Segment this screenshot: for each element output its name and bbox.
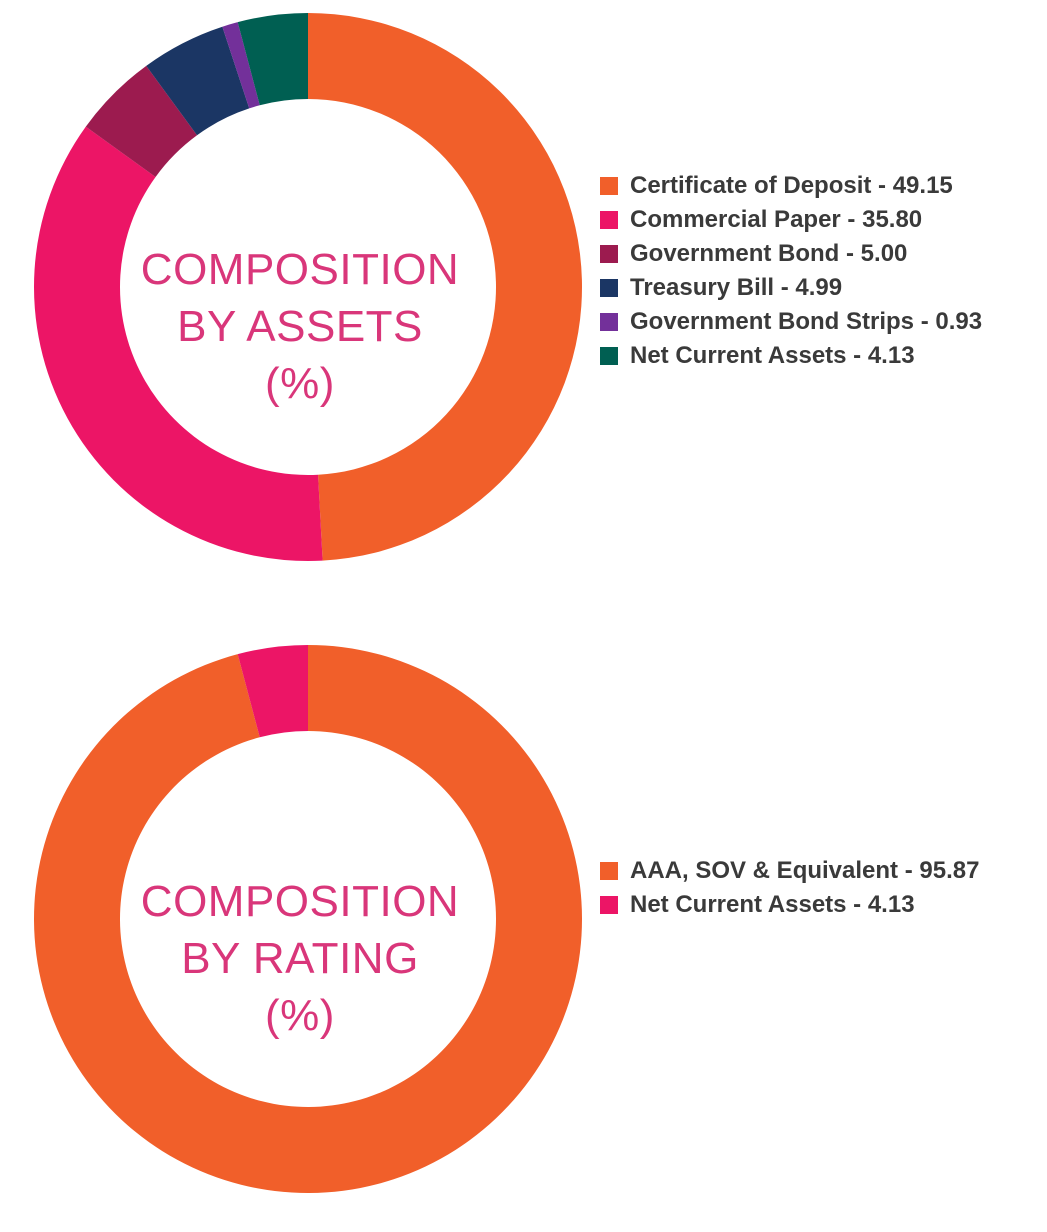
legend-label: AAA, SOV & Equivalent - 95.87 xyxy=(630,857,980,884)
legend-swatch xyxy=(600,896,618,914)
legend-swatch xyxy=(600,211,618,229)
rating-donut-chart xyxy=(33,645,582,1193)
legend-item-commercial-paper: Commercial Paper - 35.80 xyxy=(600,203,982,237)
assets-center-title-line: BY ASSETS xyxy=(177,302,423,351)
slice-net-current-assets xyxy=(237,13,308,106)
legend-label: Net Current Assets - 4.13 xyxy=(630,891,915,918)
rating-center-title-line: COMPOSITION xyxy=(140,877,460,926)
legend-label: Treasury Bill - 4.99 xyxy=(630,274,843,301)
legend-swatch xyxy=(600,862,618,880)
rating-center-title-line: (%) xyxy=(265,991,335,1040)
rating-center-title: COMPOSITION BY RATING (%) xyxy=(100,873,500,1044)
assets-donut-chart xyxy=(33,13,582,561)
legend-swatch xyxy=(600,279,618,297)
slice-treasury-bill xyxy=(146,26,250,136)
legend-swatch xyxy=(600,313,618,331)
assets-center-title: COMPOSITION BY ASSETS (%) xyxy=(100,241,500,412)
composition-by-assets-chart: COMPOSITION BY ASSETS (%) Certificate of… xyxy=(0,0,1047,600)
legend-item-certificate-of-deposit: Certificate of Deposit - 49.15 xyxy=(600,169,982,203)
composition-by-rating-chart: COMPOSITION BY RATING (%) AAA, SOV & Equ… xyxy=(0,600,1047,1200)
legend-item-government-bond: Government Bond - 5.00 xyxy=(600,237,982,271)
legend-item-net-current-assets: Net Current Assets - 4.13 xyxy=(600,339,982,373)
legend-item-government-bond-strips: Government Bond Strips - 0.93 xyxy=(600,305,982,339)
assets-center-title-line: (%) xyxy=(265,359,335,408)
assets-legend: Certificate of Deposit - 49.15 Commercia… xyxy=(600,169,982,373)
legend-label: Certificate of Deposit - 49.15 xyxy=(630,172,953,199)
rating-center-title-line: BY RATING xyxy=(181,934,419,983)
slice-certificate-of-deposit xyxy=(308,13,582,561)
legend-label: Net Current Assets - 4.13 xyxy=(630,342,915,369)
slice-net-current-assets xyxy=(237,645,308,738)
legend-swatch xyxy=(600,177,618,195)
legend-item-net-current-assets: Net Current Assets - 4.13 xyxy=(600,888,990,922)
legend-item-treasury-bill: Treasury Bill - 4.99 xyxy=(600,271,982,305)
slice-aaa-sov-equivalent xyxy=(33,645,582,1193)
legend-label: Government Bond - 5.00 xyxy=(630,240,908,267)
legend-swatch xyxy=(600,347,618,365)
rating-legend: AAA, SOV & Equivalent - 95.87 Net Curren… xyxy=(600,854,990,922)
slice-commercial-paper xyxy=(33,126,323,561)
legend-label: Commercial Paper - 35.80 xyxy=(630,206,923,233)
legend-label: Government Bond Strips - 0.93 xyxy=(630,308,983,335)
legend-item-aaa-sov-equivalent: AAA, SOV & Equivalent - 95.87 xyxy=(600,854,990,888)
slice-government-bond-strips xyxy=(222,22,260,109)
legend-swatch xyxy=(600,245,618,263)
assets-center-title-line: COMPOSITION xyxy=(140,245,460,294)
slice-government-bond xyxy=(85,65,198,177)
